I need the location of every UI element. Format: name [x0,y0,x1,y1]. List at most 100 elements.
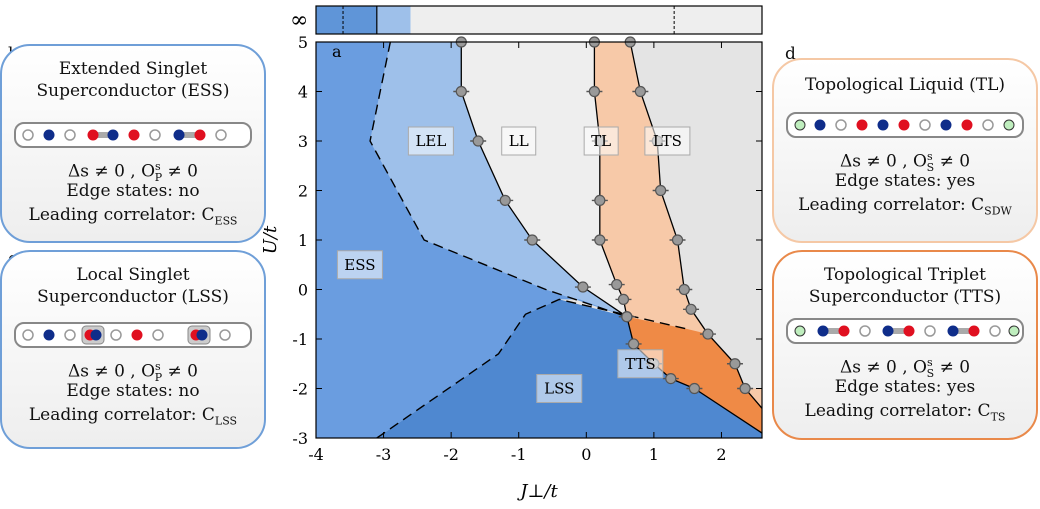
phase-labels: ESS LEL LL TL LTS LSS TTS [336,126,691,403]
site [903,325,915,337]
data-point [621,311,633,323]
y-tick-label: -3 [292,429,308,448]
phase-label-box [336,250,383,280]
dashed-boundary [369,42,628,318]
card-ess-edge: Edge states: no [66,181,200,201]
site [64,129,76,141]
data-point [594,194,606,206]
data-point [702,328,714,340]
card-tl: Topological Liquid (TL) Δs ≠ 0 , OsS ≠ 0… [772,58,1038,243]
site [968,325,980,337]
card-tts-title: Topological Triplet Superconductor (TTS) [774,252,1036,308]
edge-site [794,325,806,337]
panel-letter-d: d [785,44,796,64]
y-tick-label: 5 [298,33,308,52]
card-tts-corr: Leading correlator: CTS [804,401,1006,424]
data-point [526,234,538,246]
card-tl-title: Topological Liquid (TL) [804,75,1006,95]
data-point [588,85,601,98]
site [219,329,231,341]
y-tick-label: -1 [292,330,308,349]
site [90,329,102,341]
site [22,329,34,341]
site [919,119,931,131]
site [982,119,994,131]
card-ess-title: Extended Singlet Superconductor (ESS) [2,46,264,102]
site [835,119,847,131]
data-point [634,85,646,98]
data-point [655,184,667,197]
chain-lss [14,322,252,348]
site [817,325,829,337]
region-ess [316,42,627,438]
site [196,329,208,341]
region-ll [316,42,627,317]
y-tick-label: -2 [292,380,308,399]
site [898,119,910,131]
site [194,129,206,141]
card-lss-title: Local Singlet Superconductor (LSS) [2,252,264,308]
x-tick-label: -4 [308,445,324,464]
phase-label-box [536,374,583,403]
x-axis-label: J⊥/t [516,481,558,502]
data-point [455,85,467,98]
phase-label: TTS [625,355,656,373]
phase-label: ESS [344,256,375,274]
site [882,325,894,337]
y-tick-label: 2 [298,182,308,201]
site [173,129,185,141]
data-point [671,234,684,246]
card-tl-corr: Leading correlator: CSDW [798,195,1012,218]
data-point [617,293,630,305]
data-point [678,283,690,296]
site [110,329,122,341]
inf-bar-segment [316,6,377,34]
x-tick-label: 1 [649,445,659,464]
phase-label-box [617,349,664,379]
card-tts-title-line2: Superconductor (TTS) [808,287,1002,307]
data-point [628,338,640,350]
edge-site [1008,325,1020,337]
site [989,325,1001,337]
site [152,329,164,341]
site [814,119,826,131]
x-tick-label: 2 [716,445,726,464]
data-point [688,382,701,395]
data-point [594,234,606,246]
card-lss-title-line1: Local Singlet [76,265,190,285]
inf-bar-segment [376,6,411,34]
phase-label: TL [591,132,611,150]
site [22,129,34,141]
site [149,129,161,141]
boundary-line [694,387,762,434]
chain-ess [14,122,252,148]
y-tick-label: 1 [298,231,308,250]
edge-site [1003,119,1015,131]
phase-label: LTS [653,132,682,150]
card-lss-order: Δs ≠ 0 , OsP ≠ 0 [68,360,198,385]
x-tick-label: -1 [511,445,527,464]
phase-label: LSS [544,380,574,398]
phase-label: LL [509,132,529,150]
site [43,129,55,141]
card-lss-title-line2: Superconductor (LSS) [37,287,229,307]
boundary-line [629,42,746,389]
site [838,325,850,337]
site [924,325,936,337]
infinity-bar [315,5,763,35]
chain-tts [786,318,1024,344]
card-tts-order: Δs ≠ 0 , OsS ≠ 0 [839,356,971,381]
inf-bar-segment [410,6,762,34]
site [128,129,140,141]
site [940,119,952,131]
phase-label-box [407,126,454,156]
y-axis-label: U/t [260,225,281,254]
y-tick-label: 4 [298,83,308,102]
site [87,129,99,141]
card-tts-title-line1: Topological Triplet [824,265,986,285]
card-lss-corr: Leading correlator: CLSS [28,405,238,428]
data-point [499,194,511,206]
data-point [577,281,589,293]
card-tl-order: Δs ≠ 0 , OsS ≠ 0 [839,150,971,175]
